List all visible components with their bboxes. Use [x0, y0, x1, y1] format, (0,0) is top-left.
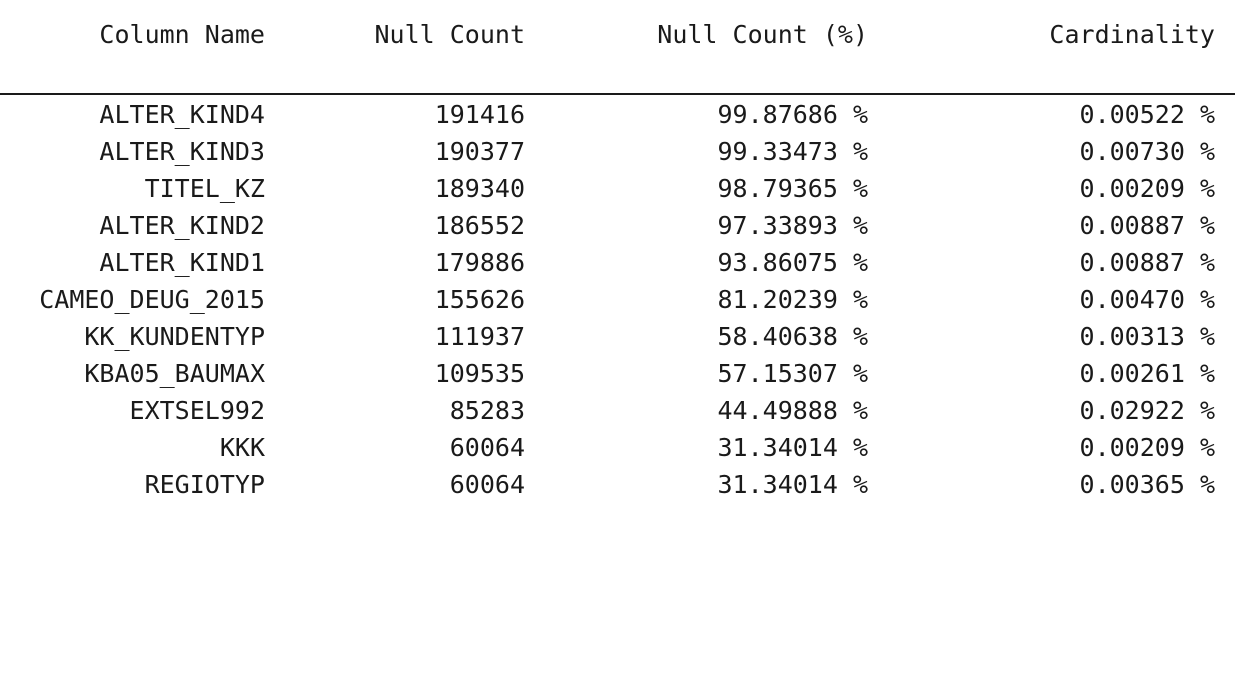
cell-cardinality: 0.00261 % [1079, 359, 1215, 388]
cell-null-count: 189340 [434, 174, 525, 203]
cell-cardinality: 0.00209 % [1079, 174, 1215, 203]
header-null-count: Null Count [374, 20, 525, 49]
cell-cardinality: 0.00365 % [1079, 470, 1215, 499]
cell-cardinality: 0.00522 % [1079, 100, 1215, 129]
cell-null-percent: 57.15307 % [717, 359, 868, 388]
cell-column-name: KK_KUNDENTYP [84, 322, 265, 351]
table-row: CAMEO_DEUG_2015 155626 81.20239 % 0.0047… [0, 281, 1235, 318]
cell-null-count: 186552 [434, 211, 525, 240]
cell-null-percent: 31.34014 % [717, 470, 868, 499]
table-header: Column Name Null Count Null Count (%) Ca… [0, 15, 1235, 55]
table-row: ALTER_KIND4 191416 99.87686 % 0.00522 % [0, 96, 1235, 133]
cell-null-count: 155626 [434, 285, 525, 314]
cell-null-count: 60064 [449, 433, 525, 462]
cell-cardinality: 0.00887 % [1079, 248, 1215, 277]
cell-column-name: KKK [219, 433, 265, 462]
cell-null-percent: 98.79365 % [717, 174, 868, 203]
cell-cardinality: 0.02922 % [1079, 396, 1215, 425]
header-null-percent: Null Count (%) [657, 20, 868, 49]
cell-column-name: ALTER_KIND3 [99, 137, 265, 166]
cell-column-name: REGIOTYP [144, 470, 265, 499]
cell-null-count: 190377 [434, 137, 525, 166]
cell-null-percent: 31.34014 % [717, 433, 868, 462]
cell-cardinality: 0.00313 % [1079, 322, 1215, 351]
cell-column-name: ALTER_KIND1 [99, 248, 265, 277]
header-column-name: Column Name [99, 20, 265, 49]
table-row: EXTSEL992 85283 44.49888 % 0.02922 % [0, 392, 1235, 429]
cell-null-percent: 97.33893 % [717, 211, 868, 240]
cell-null-percent: 99.33473 % [717, 137, 868, 166]
cell-null-count: 179886 [434, 248, 525, 277]
table-row: REGIOTYP 60064 31.34014 % 0.00365 % [0, 466, 1235, 503]
cell-column-name: KBA05_BAUMAX [84, 359, 265, 388]
table-row: ALTER_KIND3 190377 99.33473 % 0.00730 % [0, 133, 1235, 170]
cell-cardinality: 0.00209 % [1079, 433, 1215, 462]
table-row: KK_KUNDENTYP 111937 58.40638 % 0.00313 % [0, 318, 1235, 355]
header-divider [0, 93, 1235, 95]
cell-null-percent: 99.87686 % [717, 100, 868, 129]
cell-cardinality: 0.00887 % [1079, 211, 1215, 240]
cell-null-count: 85283 [449, 396, 525, 425]
cell-null-percent: 81.20239 % [717, 285, 868, 314]
table-row: KBA05_BAUMAX 109535 57.15307 % 0.00261 % [0, 355, 1235, 392]
cell-null-count: 111937 [434, 322, 525, 351]
cell-null-count: 109535 [434, 359, 525, 388]
table-row: ALTER_KIND2 186552 97.33893 % 0.00887 % [0, 207, 1235, 244]
table-row: TITEL_KZ 189340 98.79365 % 0.00209 % [0, 170, 1235, 207]
cell-column-name: ALTER_KIND2 [99, 211, 265, 240]
cell-null-count: 60064 [449, 470, 525, 499]
cell-column-name: EXTSEL992 [129, 396, 265, 425]
table-row: KKK 60064 31.34014 % 0.00209 % [0, 429, 1235, 466]
table-row: ALTER_KIND1 179886 93.86075 % 0.00887 % [0, 244, 1235, 281]
cell-cardinality: 0.00730 % [1079, 137, 1215, 166]
cell-column-name: TITEL_KZ [144, 174, 265, 203]
header-cardinality: Cardinality [1049, 20, 1215, 49]
cell-column-name: ALTER_KIND4 [99, 100, 265, 129]
cell-column-name: CAMEO_DEUG_2015 [39, 285, 265, 314]
cell-cardinality: 0.00470 % [1079, 285, 1215, 314]
cell-null-percent: 58.40638 % [717, 322, 868, 351]
cell-null-count: 191416 [434, 100, 525, 129]
cell-null-percent: 93.86075 % [717, 248, 868, 277]
cell-null-percent: 44.49888 % [717, 396, 868, 425]
table-body: ALTER_KIND4 191416 99.87686 % 0.00522 % … [0, 96, 1235, 503]
